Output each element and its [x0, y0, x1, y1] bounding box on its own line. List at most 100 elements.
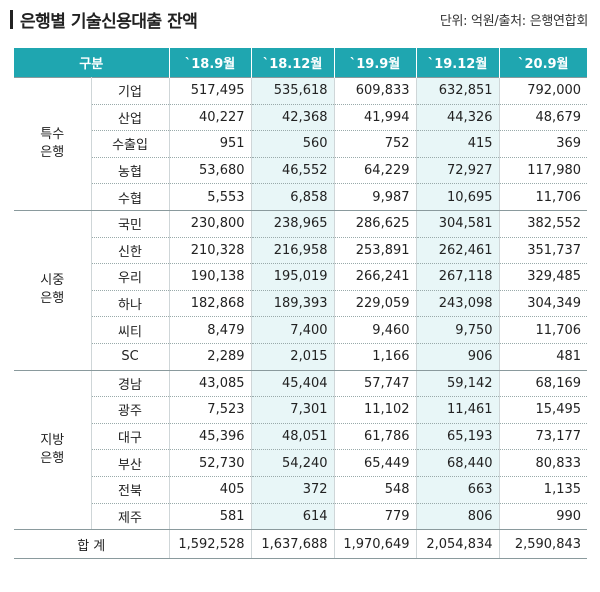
table-body: 특수 은행 기업 517,495 535,618 609,833 632,851 792,00…	[14, 77, 588, 560]
value-cell: 80,833	[498, 449, 588, 477]
value-cell: 61,786	[333, 423, 417, 451]
page-title: 은행별 기술신용대출 잔액	[20, 12, 198, 32]
table-row: 대구 45,396 48,051 61,786 65,193 73,177	[14, 423, 588, 451]
header-col: `20.9월	[498, 48, 588, 78]
value-cell: 15,495	[498, 396, 588, 424]
value-cell: 990	[498, 503, 588, 531]
value-cell: 481	[498, 343, 588, 371]
group-label: 지방 은행	[14, 370, 92, 531]
value-cell: 46,552	[250, 157, 335, 185]
group-label-line: 시중	[40, 273, 65, 289]
value-cell: 632,851	[415, 77, 500, 105]
value-cell: 64,229	[333, 157, 417, 185]
value-cell: 42,368	[250, 104, 335, 132]
bank-name: 부산	[91, 449, 170, 477]
value-cell: 11,102	[333, 396, 417, 424]
header-col: `18.9월	[168, 48, 252, 78]
value-cell: 7,523	[168, 396, 252, 424]
value-cell: 190,138	[168, 263, 252, 291]
value-cell: 10,695	[415, 183, 500, 211]
value-cell: 117,980	[498, 157, 588, 185]
value-cell: 41,994	[333, 104, 417, 132]
value-cell: 229,059	[333, 290, 417, 318]
value-cell: 189,393	[250, 290, 335, 318]
group-label-line: 은행	[40, 144, 65, 160]
value-cell: 53,680	[168, 157, 252, 185]
value-cell: 8,479	[168, 316, 252, 344]
total-value: 1,592,528	[168, 529, 252, 560]
table-row: 우리 190,138 195,019 266,241 267,118 329,485	[14, 263, 588, 291]
value-cell: 806	[415, 503, 500, 531]
header: 은행별 기술신용대출 잔액 단위: 억원/출처: 은행연합회	[0, 0, 600, 44]
value-cell: 614	[250, 503, 335, 531]
header-col: `19.9월	[333, 48, 417, 78]
header-col: `18.12월	[250, 48, 335, 78]
value-cell: 382,552	[498, 210, 588, 238]
total-value: 2,054,834	[415, 529, 500, 560]
total-value: 1,637,688	[250, 529, 335, 560]
table-row: 광주 7,523 7,301 11,102 11,461 15,495	[14, 396, 588, 424]
value-cell: 548	[333, 476, 417, 504]
value-cell: 216,958	[250, 237, 335, 265]
bank-name: 수협	[91, 183, 170, 211]
table-row: 신한 210,328 216,958 253,891 262,461 351,737	[14, 237, 588, 265]
table-row: 전북 405 372 548 663 1,135	[14, 476, 588, 504]
value-cell: 182,868	[168, 290, 252, 318]
value-cell: 59,142	[415, 370, 500, 398]
table-row: 시중 은행 국민 230,800 238,965 286,625 304,581 382,55…	[14, 210, 588, 371]
value-cell: 906	[415, 343, 500, 371]
value-cell: 1,166	[333, 343, 417, 371]
table-row: 수출입 951 560 752 415 369	[14, 130, 588, 158]
value-cell: 230,800	[168, 210, 252, 238]
group-label-line: 은행	[40, 291, 65, 307]
value-cell: 2,015	[250, 343, 335, 371]
value-cell: 72,927	[415, 157, 500, 185]
value-cell: 48,679	[498, 104, 588, 132]
value-cell: 560	[250, 130, 335, 158]
bank-name: 광주	[91, 396, 170, 424]
value-cell: 45,396	[168, 423, 252, 451]
value-cell: 45,404	[250, 370, 335, 398]
total-value: 2,590,843	[498, 529, 588, 560]
value-cell: 304,349	[498, 290, 588, 318]
value-cell: 415	[415, 130, 500, 158]
value-cell: 57,747	[333, 370, 417, 398]
value-cell: 5,553	[168, 183, 252, 211]
value-cell: 351,737	[498, 237, 588, 265]
total-row: 합 계 1,592,528 1,637,688 1,970,649 2,054,834 2…	[14, 529, 588, 560]
header-category: 구분	[14, 48, 170, 78]
table-row: 부산 52,730 54,240 65,449 68,440 80,833	[14, 449, 588, 477]
bank-name: 씨티	[91, 316, 170, 344]
value-cell: 792,000	[498, 77, 588, 105]
total-value: 1,970,649	[333, 529, 417, 560]
bank-name: 산업	[91, 104, 170, 132]
header-col: `19.12월	[415, 48, 500, 78]
title-marker	[10, 10, 13, 29]
value-cell: 253,891	[333, 237, 417, 265]
value-cell: 535,618	[250, 77, 335, 105]
value-cell: 11,706	[498, 316, 588, 344]
bank-name: SC	[91, 343, 170, 371]
value-cell: 238,965	[250, 210, 335, 238]
table-row: 특수 은행 기업 517,495 535,618 609,833 632,851 792,00…	[14, 77, 588, 211]
bank-name: 경남	[91, 370, 170, 398]
group-label-line: 특수	[40, 126, 65, 142]
bank-name: 하나	[91, 290, 170, 318]
group-label-line: 지방	[40, 432, 65, 448]
value-cell: 195,019	[250, 263, 335, 291]
value-cell: 6,858	[250, 183, 335, 211]
table-row: 농협 53,680 46,552 64,229 72,927 117,980	[14, 157, 588, 185]
value-cell: 54,240	[250, 449, 335, 477]
value-cell: 405	[168, 476, 252, 504]
value-cell: 68,440	[415, 449, 500, 477]
value-cell: 11,461	[415, 396, 500, 424]
value-cell: 517,495	[168, 77, 252, 105]
value-cell: 68,169	[498, 370, 588, 398]
table-row: 수협 5,553 6,858 9,987 10,695 11,706	[14, 183, 588, 211]
value-cell: 40,227	[168, 104, 252, 132]
value-cell: 243,098	[415, 290, 500, 318]
value-cell: 7,301	[250, 396, 335, 424]
value-cell: 951	[168, 130, 252, 158]
value-cell: 9,750	[415, 316, 500, 344]
